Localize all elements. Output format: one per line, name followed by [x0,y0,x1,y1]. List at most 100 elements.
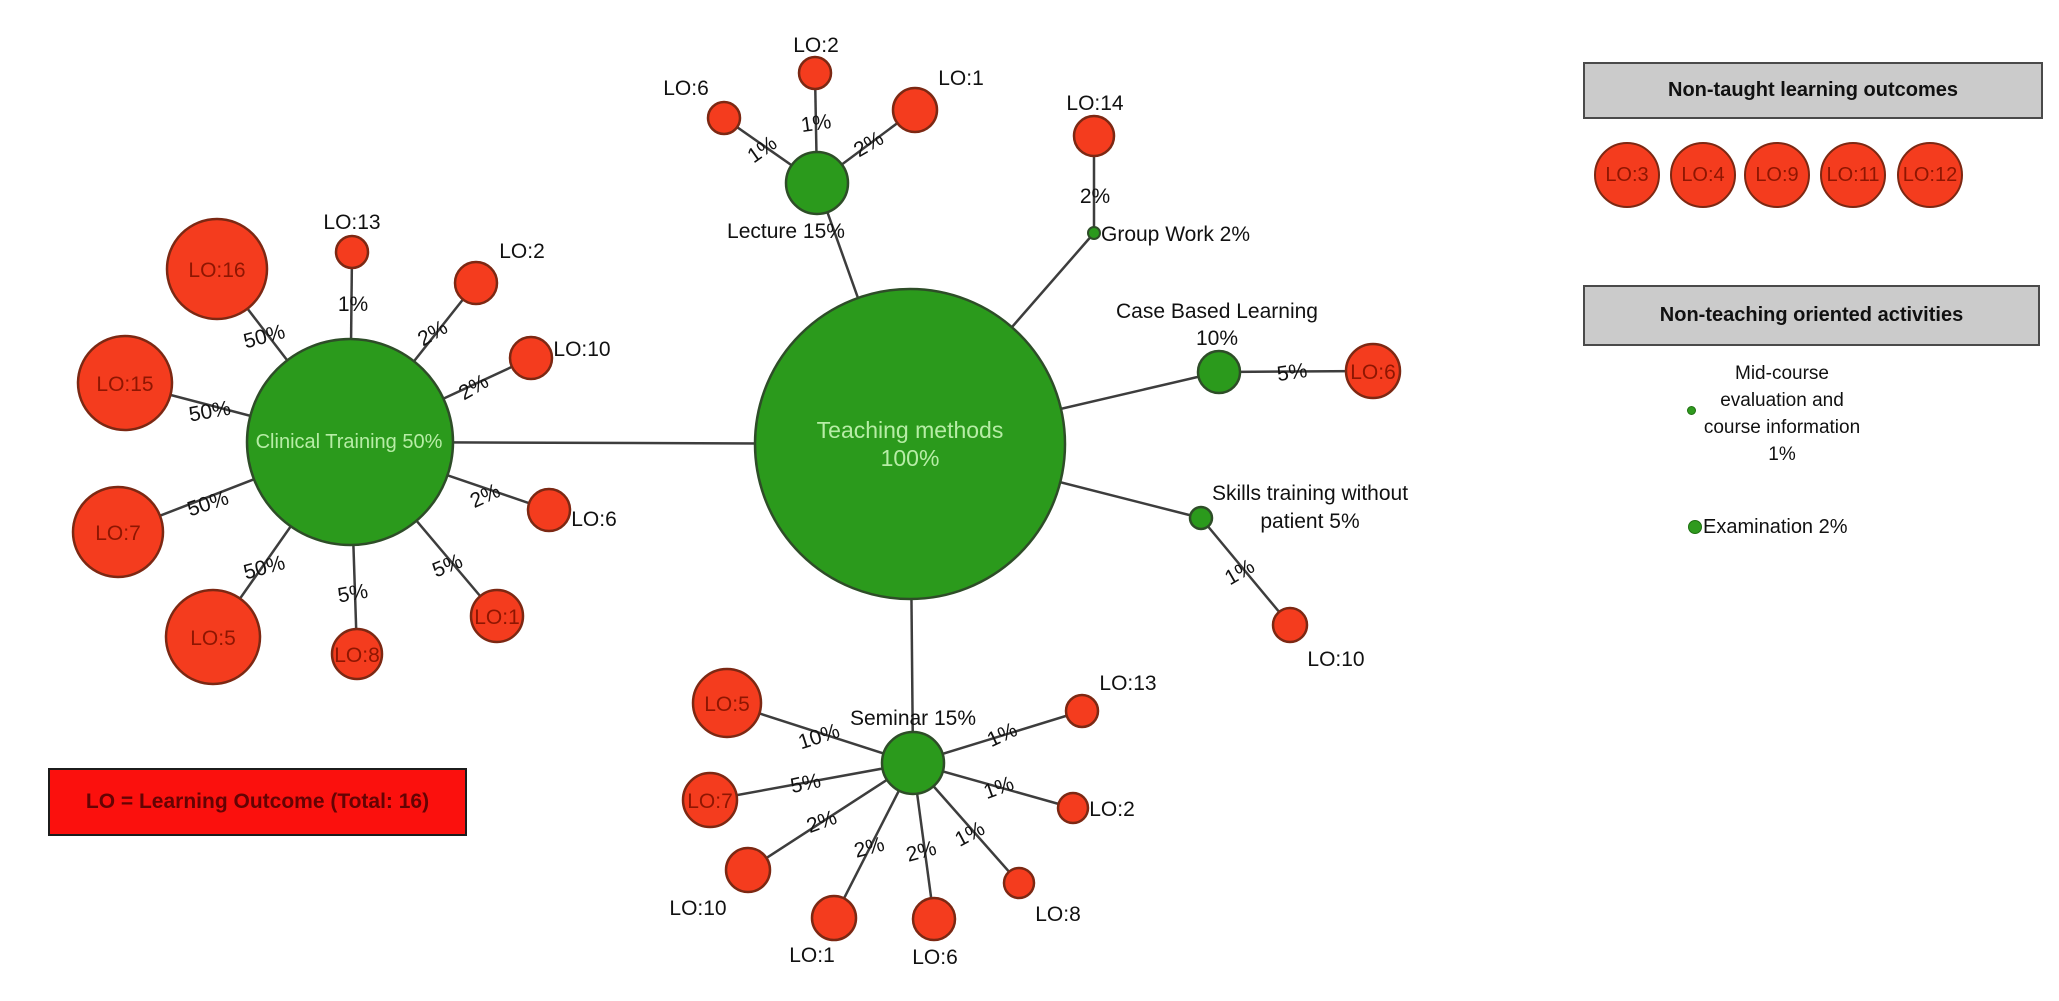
mid-course-line: course information [1703,417,1861,438]
edge-seminar-sem-lo10 [747,761,914,872]
node-sem-lo8 [1002,866,1036,900]
label-skills: patient 5% [1260,510,1359,533]
edge-percent-label: 50% [241,551,288,584]
node-ct-lo6 [526,487,572,533]
label-sem-lo10: LO:10 [669,897,726,920]
label-ct-lo2: LO:2 [499,240,545,263]
node-ct-lo1 [469,588,525,644]
label-lecture: Lecture 15% [727,220,845,243]
legend-non-teaching-header: Non-teaching oriented activities [1583,285,2040,346]
edge-percent-label: 50% [184,486,231,521]
label-lec-lo6: LO:6 [663,77,709,100]
label-sem-lo7: LO:7 [687,790,733,813]
edge-percent-label: 1% [981,772,1017,804]
node-sem-lo10 [724,846,772,894]
node-cbl-lo6 [1344,342,1402,400]
non-taught-lo-circle: LO:4 [1670,142,1736,208]
mid-course-dot-icon [1687,406,1696,415]
label-groupwork: Group Work 2% [1101,223,1250,246]
node-sem-lo13 [1064,693,1100,729]
edge-percent-label: 2% [850,127,888,162]
mid-course-line: 1% [1768,444,1796,465]
node-ct-lo15 [76,334,174,432]
label-ct-lo15: LO:15 [96,373,153,396]
edge-percent-label: 2% [455,370,493,405]
edge-percent-label: 1% [951,817,989,852]
node-sem-lo7 [681,771,739,829]
edge-skills-sk-lo10 [1200,517,1291,626]
edge-percent-label: 2% [904,837,939,867]
edge-percent-label: 2% [804,806,840,838]
edge-percent-label: 50% [241,320,288,353]
label-ct-lo7: LO:7 [95,522,141,545]
edge-percent-label: 5% [429,550,466,583]
label-sk-lo10: LO:10 [1307,648,1364,671]
examination-item: Examination 2% [1703,516,1848,538]
label-sem-lo5: LO:5 [704,693,750,716]
mid-course-line: evaluation and [1720,390,1844,411]
mid-course-line: Mid-course [1735,363,1829,384]
node-lec-lo1 [891,86,939,134]
label-ct-lo13: LO:13 [323,211,380,234]
edge-seminar-sem-lo7 [709,761,914,802]
node-lecture [784,150,850,216]
non-taught-lo-circle: LO:9 [1744,142,1810,208]
node-ct-lo2 [453,260,499,306]
edge-percent-label: 10% [795,719,842,754]
node-groupwork [1087,226,1101,240]
legend-non-teaching-title: Non-teaching oriented activities [1659,304,1964,326]
label-ct-lo16: LO:16 [188,259,245,282]
non-taught-lo-label: LO:11 [1826,163,1880,186]
node-sem-lo6 [911,896,957,942]
label-sem-lo2: LO:2 [1089,798,1135,821]
node-ct-lo5 [164,588,262,686]
edge-percent-label: 1% [338,293,368,316]
non-taught-lo-label: LO:12 [1902,163,1958,186]
non-taught-lo-label: LO:3 [1605,163,1649,186]
label-teaching: 100% [881,445,940,471]
label-ct-lo1: LO:1 [474,606,520,629]
node-skills [1188,505,1214,531]
edge-percent-label: 1% [799,110,832,137]
node-sk-lo10 [1271,606,1309,644]
node-gw-lo14 [1072,114,1116,158]
label-lec-lo2: LO:2 [793,34,839,57]
label-sem-lo13: LO:13 [1099,672,1156,695]
edge-percent-label: 1% [743,132,781,168]
edge-percent-label: 2% [852,833,887,863]
node-sem-lo2 [1056,791,1090,825]
label-ct-lo6: LO:6 [571,508,617,531]
label-clinical: Clinical Training 50% [256,431,443,453]
non-taught-lo-circle: LO:11 [1820,142,1886,208]
label-sem-lo1: LO:1 [789,944,835,967]
edge-percent-label: 5% [336,580,370,608]
node-lec-lo6 [706,100,742,136]
non-taught-lo-circle: LO:3 [1594,142,1660,208]
non-taught-lo-circle: LO:12 [1897,142,1963,208]
mid-course-item: Mid-course evaluation and course informa… [1660,360,1904,468]
node-ct-lo7 [71,485,165,579]
node-teaching [753,287,1067,601]
node-seminar [880,730,946,796]
node-ct-lo13 [334,234,370,270]
label-ct-lo10: LO:10 [553,338,610,361]
node-casebased [1196,349,1242,395]
node-ct-lo16 [165,217,269,321]
label-casebased: Case Based Learning [1116,300,1318,323]
non-taught-lo-label: LO:9 [1755,163,1799,186]
node-lec-lo2 [797,55,833,91]
edge-percent-label: 5% [1275,359,1308,386]
label-teaching: Teaching methods [817,417,1004,443]
node-sem-lo1 [810,894,858,942]
label-sem-lo6: LO:6 [912,946,958,969]
label-seminar: Seminar 15% [850,707,976,730]
node-clinical [245,337,455,547]
label-gw-lo14: LO:14 [1066,92,1124,115]
label-skills: Skills training without [1212,482,1408,505]
edge-percent-label: 2% [1080,185,1110,208]
edge-percent-label: 5% [788,769,822,798]
node-sem-lo5 [691,667,763,739]
edge-percent-label: 1% [984,718,1021,752]
